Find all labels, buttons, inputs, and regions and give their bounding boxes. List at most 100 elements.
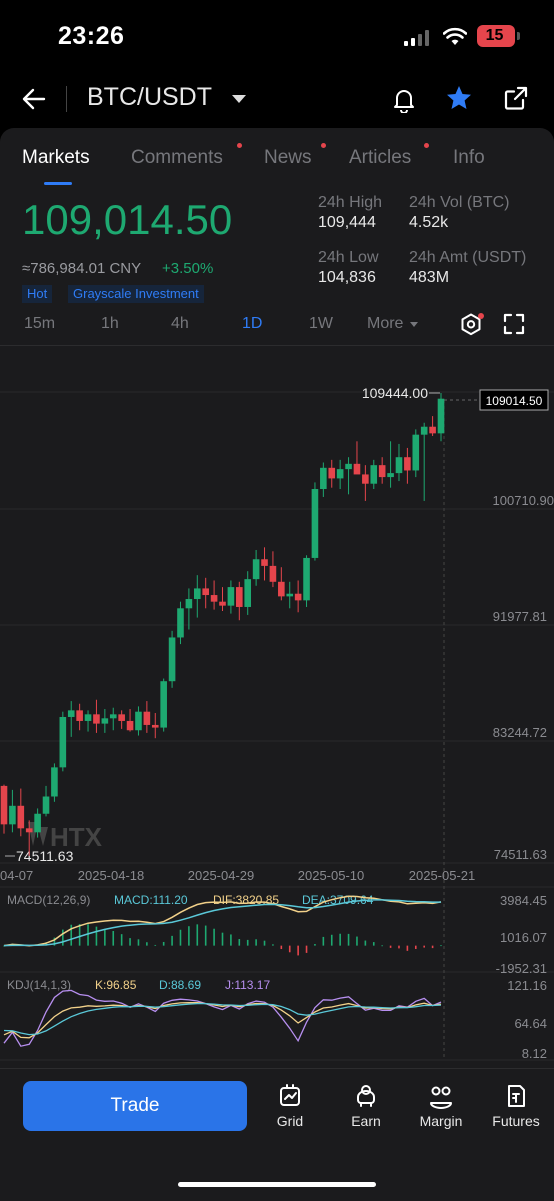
timeframe-15m[interactable]: 15m xyxy=(24,315,56,332)
kdj-axis-label: 64.64 xyxy=(514,1016,547,1031)
candles-group xyxy=(0,393,445,856)
macd-bar xyxy=(213,928,215,946)
price-axis-label: 74511.63 xyxy=(494,847,547,862)
candle-body xyxy=(227,587,235,606)
tab-markets[interactable]: Markets xyxy=(22,147,90,168)
high-marker-label: 109444.00 xyxy=(362,385,428,401)
more-caret-icon[interactable] xyxy=(410,322,418,327)
vol-value: 4.52k xyxy=(409,214,449,231)
favorite-star-icon[interactable] xyxy=(445,84,473,112)
timeframe-1d[interactable]: 1D xyxy=(242,315,263,332)
macd-bar xyxy=(204,925,207,946)
candle-body xyxy=(294,593,302,601)
macd-bar xyxy=(330,934,333,946)
last-price: 109,014.50 xyxy=(22,196,233,243)
kdj-axis-label: 121.16 xyxy=(507,978,547,993)
earn-button[interactable]: Earn xyxy=(331,1083,401,1129)
battery-indicator: 15 xyxy=(477,25,520,47)
candle-body xyxy=(17,805,25,829)
timeframe-1h[interactable]: 1h xyxy=(101,315,119,332)
candle-body xyxy=(0,785,8,825)
date-label: 04-07 xyxy=(0,868,33,883)
candle-body xyxy=(76,710,83,721)
back-arrow-icon[interactable] xyxy=(20,85,48,113)
candle-body xyxy=(378,465,386,478)
tab-articles[interactable]: Articles xyxy=(349,147,412,168)
grid-button[interactable]: Grid xyxy=(255,1083,325,1129)
share-icon[interactable] xyxy=(503,85,529,111)
candle-body xyxy=(412,434,420,471)
macd-bar xyxy=(314,944,316,946)
candle-body xyxy=(143,711,151,725)
candle-body xyxy=(219,601,226,606)
pair-selector[interactable]: BTC/USDT xyxy=(87,83,212,111)
tag-grayscale[interactable]: Grayscale Investment xyxy=(68,285,204,303)
candle-body xyxy=(210,595,218,602)
bell-icon[interactable] xyxy=(390,85,418,113)
macd-bar xyxy=(322,936,325,946)
margin-button[interactable]: Margin xyxy=(406,1083,476,1129)
margin-scale-icon xyxy=(430,1086,452,1109)
macd-bar xyxy=(305,945,308,953)
chart-top-divider xyxy=(0,345,554,346)
macd-axis-label: 1016.07 xyxy=(500,930,547,945)
macd-bar xyxy=(196,924,199,946)
candle-body xyxy=(244,579,252,607)
price-change: +3.50% xyxy=(162,260,214,277)
macd-bar xyxy=(221,932,224,946)
cny-price: ≈786,984.01 CNY xyxy=(22,260,142,277)
candle-body xyxy=(269,565,277,582)
watermark-group: HTX xyxy=(28,822,103,852)
macd-bar xyxy=(230,934,232,946)
macd-bar xyxy=(120,934,123,946)
cellular-signal-icon xyxy=(404,30,429,46)
tag-hot[interactable]: Hot xyxy=(22,285,53,303)
tab-news[interactable]: News xyxy=(264,147,312,168)
j-line xyxy=(3,989,442,1047)
chevron-down-icon[interactable] xyxy=(232,95,246,103)
k-line xyxy=(3,1002,442,1039)
dea-line xyxy=(3,899,441,947)
candle-body xyxy=(168,637,176,682)
price-axis-label: 91977.81 xyxy=(493,609,547,624)
candle-body xyxy=(236,587,243,607)
timeframe-1w[interactable]: 1W xyxy=(309,315,333,332)
macd-bar xyxy=(440,945,442,947)
macd-bar xyxy=(53,937,56,946)
amt-value: 483M xyxy=(409,269,450,286)
macd-axis-label: -1952.31 xyxy=(496,961,547,976)
macd-bar xyxy=(162,941,165,946)
candle-body xyxy=(135,711,142,731)
futures-button[interactable]: Futures xyxy=(481,1083,551,1129)
macd-bar xyxy=(238,939,241,946)
candle-body xyxy=(160,681,167,728)
macd-bar xyxy=(154,944,157,946)
macd-bar xyxy=(347,933,350,946)
tab-comments[interactable]: Comments xyxy=(131,147,223,168)
timeframe-4h[interactable]: 4h xyxy=(171,315,189,332)
timeframe-more[interactable]: More xyxy=(367,315,404,332)
macd-value: MACD:111.20 xyxy=(114,893,188,907)
macd-bar xyxy=(171,935,173,946)
candle-body xyxy=(420,426,428,435)
candle-body xyxy=(185,599,193,609)
low-label: 24h Low xyxy=(318,249,379,266)
macd-bar xyxy=(45,942,47,946)
indicator-settings-icon[interactable] xyxy=(459,312,485,338)
d-value: D:88.69 xyxy=(159,978,201,992)
fullscreen-icon[interactable] xyxy=(503,313,525,335)
tab-info[interactable]: Info xyxy=(453,147,485,168)
macd-bar xyxy=(406,945,409,951)
margin-label: Margin xyxy=(419,1113,463,1129)
piggy-bank-icon xyxy=(357,1085,375,1107)
macd-bar xyxy=(431,945,434,949)
date-label: 2025-04-29 xyxy=(188,868,255,883)
candle-body xyxy=(303,557,310,601)
futures-label: Futures xyxy=(492,1113,540,1129)
candle-body xyxy=(320,467,327,490)
price-chart[interactable]: HTX 100710.90 91977.81 83244.72 74511.63… xyxy=(0,346,554,1066)
header-divider xyxy=(66,86,67,112)
candle-body xyxy=(84,714,92,721)
trade-button[interactable]: Trade xyxy=(23,1081,247,1131)
macd-title: MACD(12,26,9) xyxy=(7,893,90,907)
